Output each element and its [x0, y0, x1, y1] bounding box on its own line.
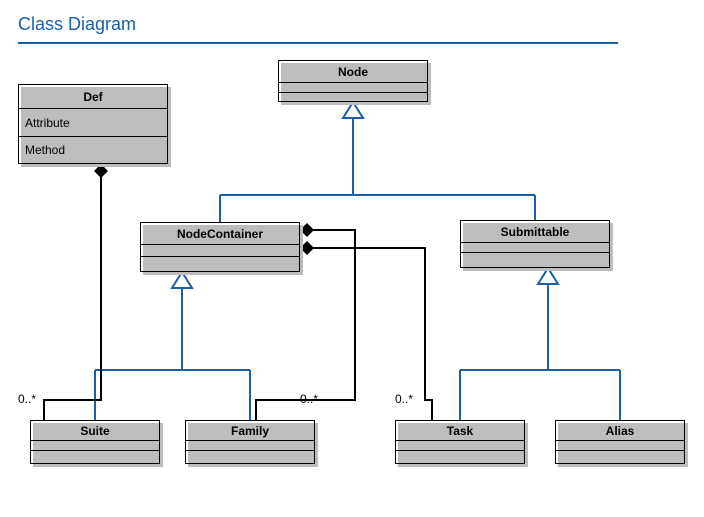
class-section: Method [18, 136, 168, 164]
class-name: Alias [555, 420, 685, 440]
class-section [395, 450, 525, 464]
class-task: Task [395, 420, 525, 464]
class-section [140, 256, 300, 272]
class-node: Node [278, 60, 428, 102]
class-name: Suite [30, 420, 160, 440]
class-name: Node [278, 60, 428, 82]
class-name: Task [395, 420, 525, 440]
class-def: DefAttributeMethod [18, 84, 168, 164]
class-nodecontainer: NodeContainer [140, 222, 300, 272]
class-section [555, 440, 685, 450]
class-section [395, 440, 525, 450]
class-section: Attribute [18, 108, 168, 136]
class-suite: Suite [30, 420, 160, 464]
page-title: Class Diagram [18, 14, 136, 35]
class-section [185, 450, 315, 464]
title-rule [18, 42, 618, 44]
class-section [460, 242, 610, 252]
class-section [555, 450, 685, 464]
class-section [278, 92, 428, 102]
class-name: NodeContainer [140, 222, 300, 244]
class-alias: Alias [555, 420, 685, 464]
class-section [278, 82, 428, 92]
class-section [30, 440, 160, 450]
class-section [185, 440, 315, 450]
class-section [140, 244, 300, 256]
class-section [30, 450, 160, 464]
class-name: Family [185, 420, 315, 440]
class-section [460, 252, 610, 268]
class-submittable: Submittable [460, 220, 610, 268]
class-family: Family [185, 420, 315, 464]
class-name: Def [18, 84, 168, 108]
multiplicity-label: 0..* [395, 392, 413, 406]
multiplicity-label: 0..* [18, 392, 36, 406]
class-name: Submittable [460, 220, 610, 242]
multiplicity-label: 0..* [300, 392, 318, 406]
